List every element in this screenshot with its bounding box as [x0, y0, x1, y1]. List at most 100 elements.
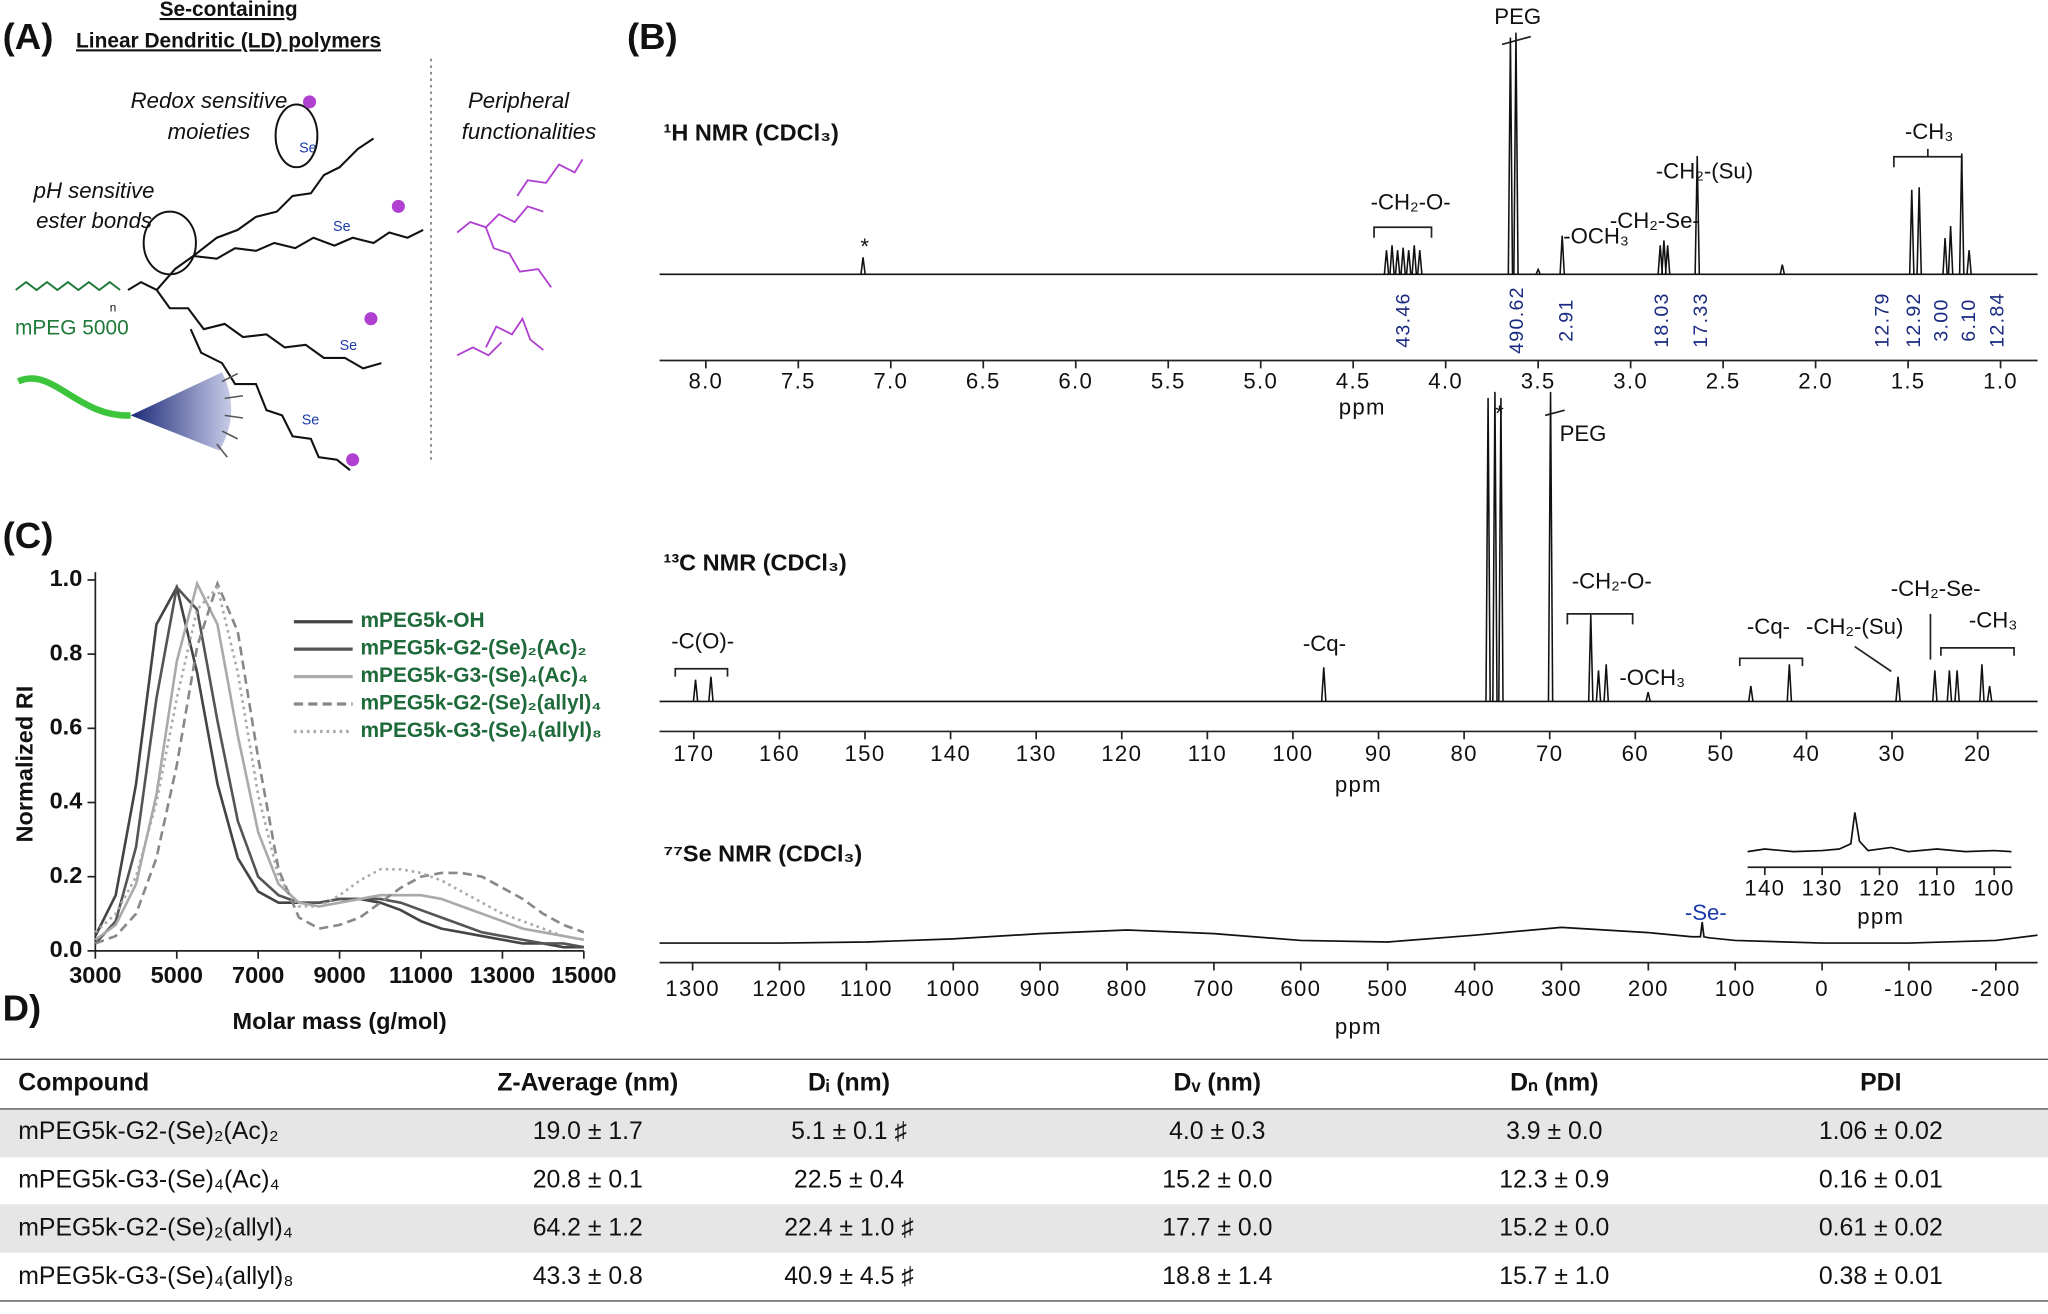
peak — [1587, 614, 1594, 702]
spectrum-title: ¹³C NMR (CDCl₃) — [664, 549, 847, 575]
annotation: -CH₂-(Su) — [1656, 158, 1753, 183]
x-tick-label: 3000 — [69, 962, 121, 988]
se-label: Se — [340, 338, 358, 354]
x-tick-label: 15000 — [551, 962, 616, 988]
table-cell: mPEG5k-G2-(Se)₂(allyl)₄ — [18, 1215, 293, 1242]
se-label: Se — [299, 141, 317, 157]
x-tick-label: 7.0 — [873, 369, 908, 394]
x-tick-label: 110 — [1188, 741, 1227, 766]
y-tick-label: 0.6 — [50, 714, 83, 740]
table — [0, 1058, 2048, 1302]
table-cell: 0.38 ± 0.01 — [1819, 1263, 1943, 1290]
x-tick-label: 200 — [1628, 976, 1669, 1001]
integral-label: 2.91 — [1556, 298, 1578, 341]
table-cell: 15.2 ± 0.0 — [1499, 1215, 1609, 1242]
table-cell: 19.0 ± 1.7 — [533, 1118, 643, 1145]
annotation: -CH₂-Se- — [1610, 208, 1700, 233]
dendron — [127, 137, 424, 472]
y-tick-label: 1.0 — [50, 565, 83, 591]
table-header: Dₙ (nm) — [1510, 1070, 1598, 1097]
peak — [1389, 245, 1395, 275]
trace — [659, 922, 2038, 944]
cartoon-branches — [216, 372, 244, 458]
panel-label: (C) — [3, 515, 54, 556]
x-tick-label: 1000 — [926, 976, 981, 1001]
x-tick-label: 120 — [1101, 741, 1142, 766]
peak — [1507, 37, 1514, 275]
table-cell: mPEG5k-G3-(Se)₄(allyl)₈ — [18, 1263, 293, 1290]
peak — [1411, 245, 1418, 275]
table-cell: 22.5 ± 0.4 — [794, 1166, 904, 1193]
legend-label: mPEG5k-G3-(Se)₄(Ac)₄ — [360, 664, 588, 687]
table-cell: 43.3 ± 0.8 — [533, 1263, 643, 1290]
integral-label: 12.84 — [1987, 292, 2009, 348]
table-header: Compound — [18, 1070, 149, 1097]
integral-label: 18.03 — [1651, 292, 1673, 348]
x-tick-label: 30 — [1878, 741, 1905, 766]
table-cell: 22.4 ± 1.0 ♯ — [784, 1215, 913, 1242]
peak — [1547, 391, 1554, 702]
peak — [1485, 398, 1491, 702]
y-tick-label: 0.4 — [50, 788, 83, 814]
annotation: * — [1495, 401, 1504, 426]
table-cell: 18.8 ± 1.4 — [1162, 1263, 1272, 1290]
integral-label: 3.00 — [1930, 298, 1952, 341]
x-tick-label: 900 — [1020, 976, 1061, 1001]
table-cell: 40.9 ± 4.5 ♯ — [784, 1263, 913, 1290]
table-cell: 64.2 ± 1.2 — [533, 1215, 643, 1242]
peak — [1595, 670, 1602, 702]
peak — [1559, 235, 1566, 275]
trace — [94, 579, 585, 942]
peak — [1657, 245, 1664, 275]
peak — [1786, 664, 1793, 702]
panel-a-title: Linear Dendritic (LD) polymers — [76, 29, 381, 52]
spectrum-title: ¹H NMR (CDCl₃) — [664, 120, 839, 146]
table-cell: 17.7 ± 0.0 — [1162, 1215, 1272, 1242]
x-tick-label: 5.0 — [1243, 369, 1278, 394]
annotation: -Cq- — [1303, 631, 1346, 656]
x-tick-label: -100 — [1884, 976, 1934, 1001]
annotation: PEG — [1494, 4, 1541, 29]
x-tick-label: 1.0 — [1983, 369, 2018, 394]
row-stripe — [0, 1108, 2048, 1158]
table-cell: mPEG5k-G2-(Se)₂(Ac)₂ — [18, 1118, 278, 1145]
spectrum-title: ⁷⁷Se NMR (CDCl₃) — [664, 841, 863, 867]
peak — [1661, 240, 1667, 275]
x-tick-label: 90 — [1365, 741, 1392, 766]
annotation: -CH₃ — [1905, 119, 1953, 144]
x-tick-label: -200 — [1971, 976, 2021, 1001]
x-tick-label: 1300 — [665, 976, 720, 1001]
table-cell: 3.9 ± 0.0 — [1506, 1118, 1602, 1145]
panel-label: (A) — [3, 16, 54, 57]
annotation: -CH₂-O- — [1371, 190, 1451, 215]
label: Redox sensitive — [131, 88, 288, 113]
trace — [94, 579, 585, 945]
x-axis-label: ppm — [1335, 772, 1382, 797]
peak — [1383, 250, 1390, 275]
label: functionalities — [462, 119, 596, 144]
x-tick-label: 7.5 — [781, 369, 816, 394]
table-header: Dᵥ (nm) — [1174, 1070, 1262, 1097]
table-cell: 4.0 ± 0.3 — [1169, 1118, 1265, 1145]
x-tick-label: 20 — [1964, 741, 1991, 766]
table-cell: 0.16 ± 0.01 — [1819, 1166, 1943, 1193]
peak — [1694, 155, 1701, 275]
integral-label: 43.46 — [1392, 292, 1414, 348]
x-tick-label: 13000 — [470, 962, 535, 988]
peak — [1416, 250, 1423, 275]
x-tick-label: 150 — [845, 741, 886, 766]
peripheral-groups — [456, 158, 584, 357]
integral-label: 6.10 — [1958, 298, 1980, 341]
y-axis-label: Normalized RI — [11, 686, 37, 843]
peak — [1498, 398, 1504, 702]
peak — [1492, 391, 1498, 702]
trace — [94, 584, 585, 949]
x-tick-label: 4.0 — [1428, 369, 1463, 394]
x-tick-label: 1.5 — [1891, 369, 1926, 394]
peak — [1966, 250, 1972, 275]
panel-a: Se-containing Linear Dendritic (LD) poly… — [15, 0, 596, 472]
x-tick-label: 50 — [1707, 741, 1734, 766]
table-cell: 20.8 ± 0.1 — [533, 1166, 643, 1193]
